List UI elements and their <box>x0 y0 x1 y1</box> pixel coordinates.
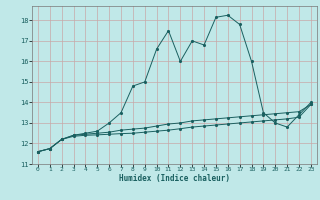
X-axis label: Humidex (Indice chaleur): Humidex (Indice chaleur) <box>119 174 230 183</box>
